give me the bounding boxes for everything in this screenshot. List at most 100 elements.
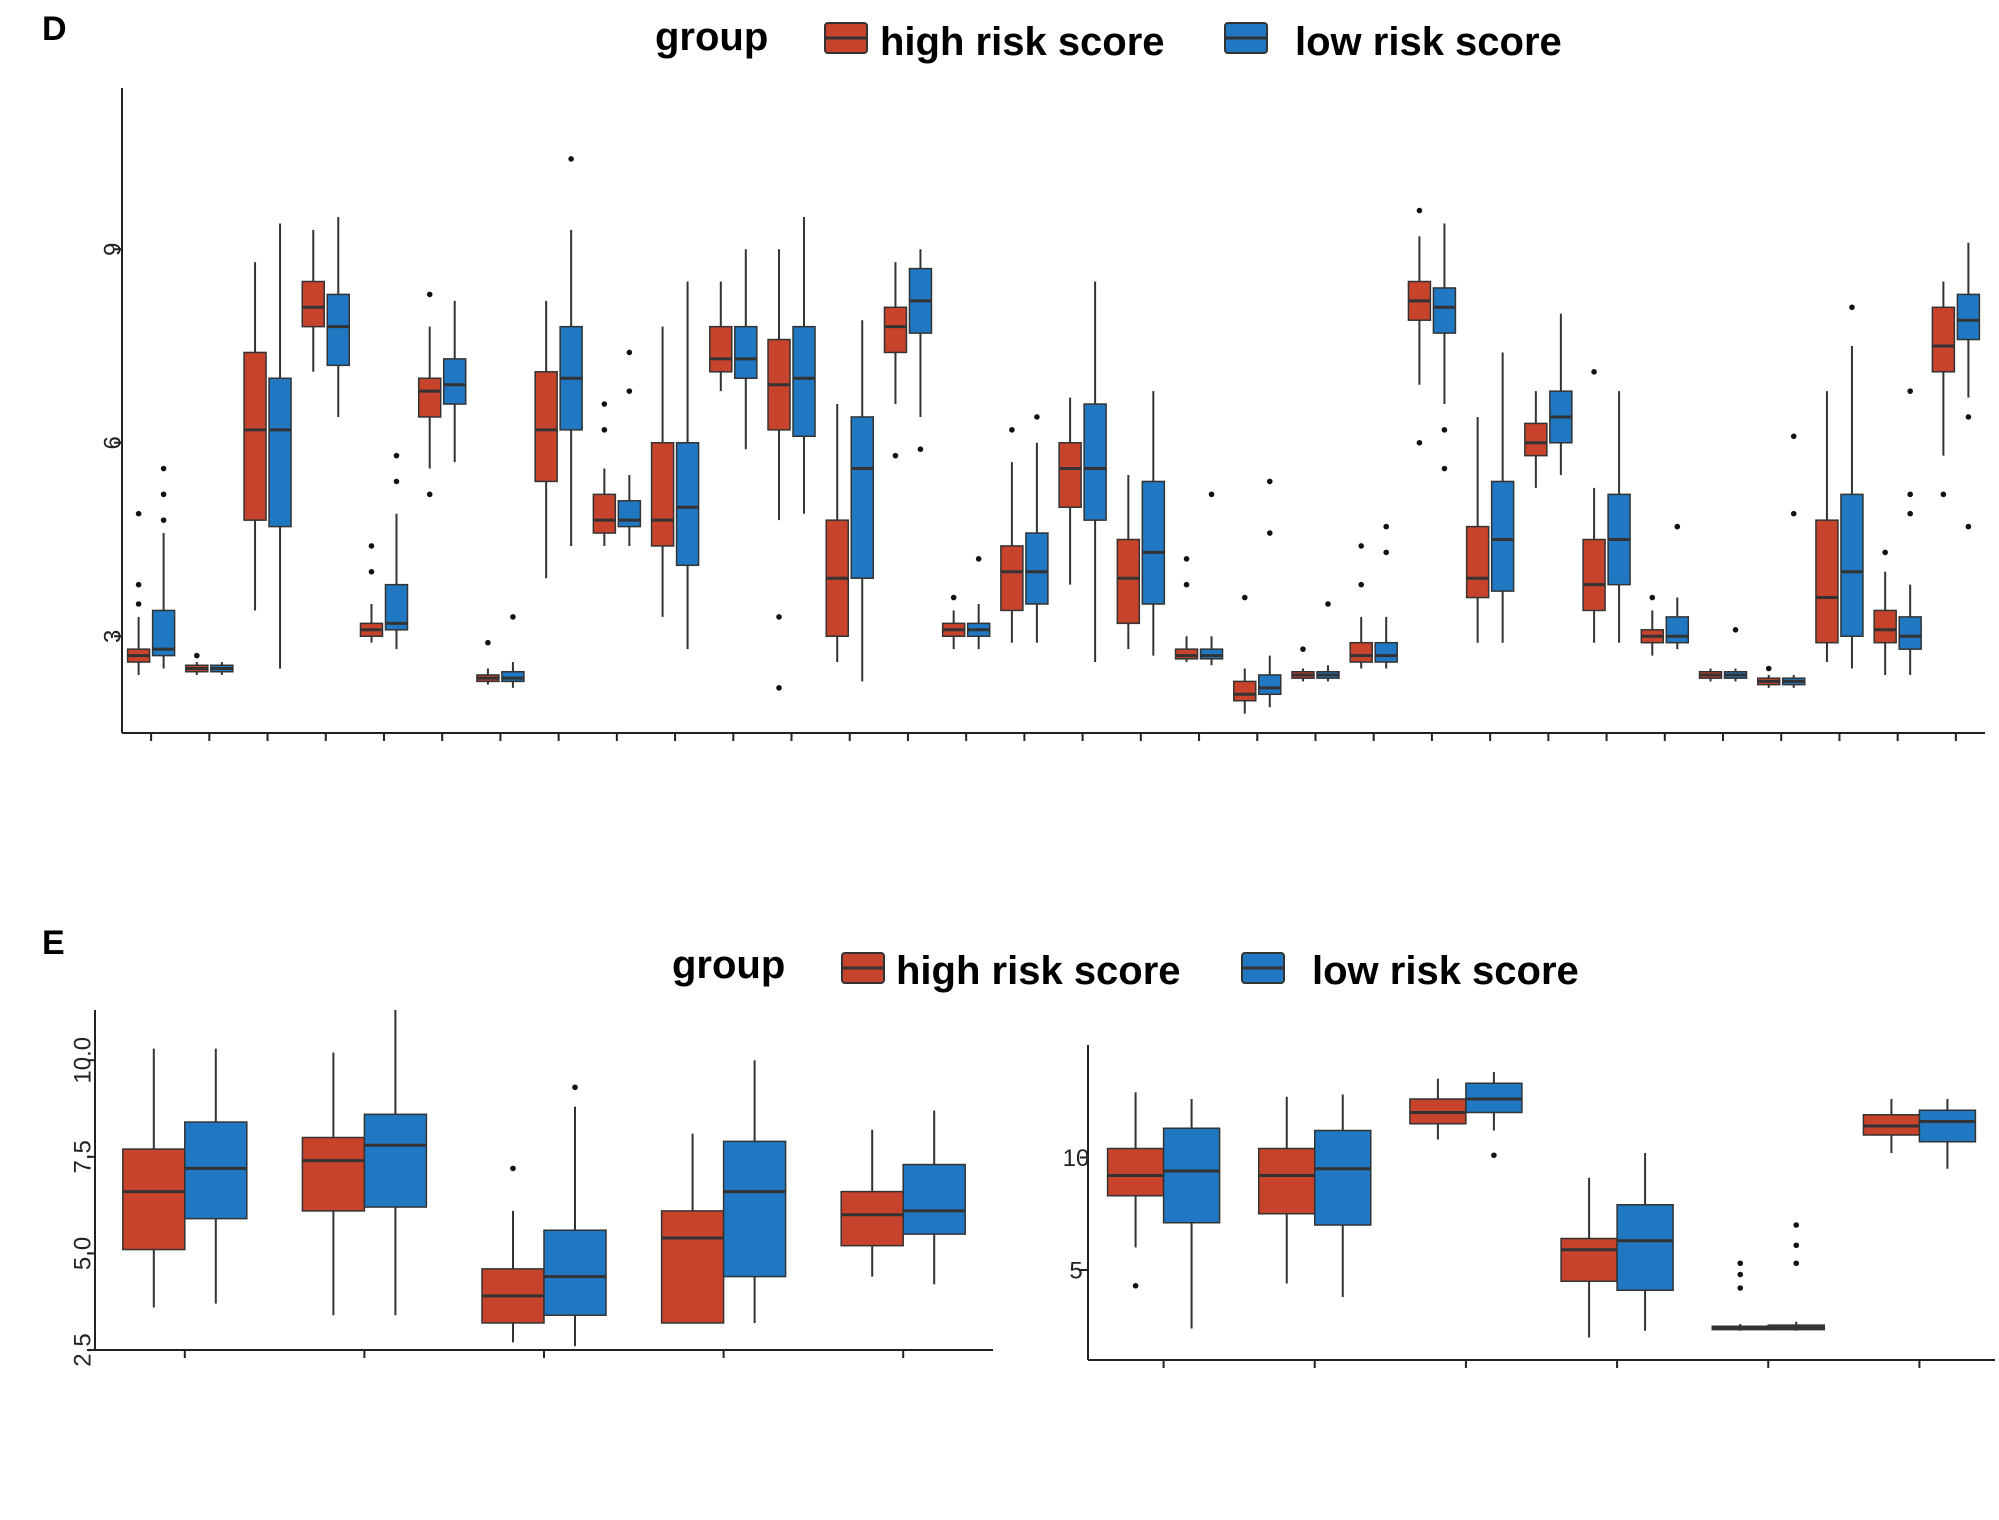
box-low-cd80 [675,281,700,650]
outlier-point [1649,594,1656,601]
outlier-point [1183,581,1190,588]
box-iqr [1490,480,1515,592]
box-iqr [1931,306,1956,373]
outlier-point [1765,665,1772,672]
outlier-point [1965,414,1972,420]
box-high-hla-dra [1409,1078,1467,1140]
box-iqr [1582,538,1606,612]
box-high-cxcl10 [1106,1092,1165,1289]
box-iqr [1432,287,1457,334]
box-low-tnfrsf14 [1549,313,1573,475]
box-low-tnfsf18 [1781,433,1806,688]
box-high-sirpa [1407,207,1432,446]
box-iqr [543,1229,607,1316]
box-high-gzmb [301,1052,366,1316]
box-high-tnfrsf4 [1640,594,1665,656]
outlier-point [1208,491,1215,498]
box-iqr [1116,538,1141,625]
box-iqr [1233,680,1257,702]
box-iqr [1314,1129,1372,1226]
box-iqr [840,1190,904,1247]
outlier-point [426,291,433,298]
box-high-ifng [1711,1260,1769,1331]
box-high-tnfsf14 [1698,668,1723,682]
box-iqr [1616,1204,1674,1291]
box-high-cd80 [650,326,675,617]
outlier-point [975,556,982,562]
box-low-icos [1141,391,1166,656]
box-iqr [268,377,292,528]
box-high-ctla4 [825,404,849,663]
box-high-cd86 [767,249,791,691]
box-iqr [442,358,467,405]
outlier-point [626,349,633,356]
box-low-gzmh [543,1084,607,1347]
box-low-cd274 [268,223,292,669]
box-iqr [1898,616,1922,650]
outlier-point [368,568,375,575]
panel-d: 3 6 9 [99,88,1985,741]
box-iqr [1918,1109,1977,1143]
outlier-point [1737,1260,1744,1267]
outlier-point [1416,207,1423,214]
box-low-prf1 [902,1110,966,1285]
box-low-fas [908,249,933,453]
box-iqr [301,280,326,328]
box-iqr [883,306,908,354]
box-low-tnfrsf4 [1665,523,1690,650]
box-high-gzmk [660,1133,725,1324]
legend-e: group high risk score low risk score [672,943,1579,993]
outlier-point [1674,523,1681,530]
box-high-cd40 [417,291,442,498]
box-iqr [1665,616,1690,644]
box-iqr [243,351,267,521]
outlier-point [135,510,142,517]
box-iqr [1815,519,1839,644]
box-high-cd83 [709,281,733,392]
outlier-point [776,614,782,620]
outlier-point [1793,1242,1800,1249]
outlier-point [1940,491,1947,498]
box-low-ido1 [1616,1153,1674,1331]
outlier-point [1907,491,1913,498]
box-iqr [1058,442,1082,508]
box-low-cd70 [617,349,642,546]
box-low-havcr2 [1083,281,1107,663]
box-low-sirpa [1432,223,1457,472]
box-low-lag3 [1258,478,1282,708]
box-high-lag3 [1233,594,1257,714]
y-tick-label: 6 [99,436,126,449]
box-low-fut1 [1025,414,1049,643]
outlier-point [1441,427,1448,433]
box-low-cd244 [210,662,234,675]
outlier-point [135,601,142,607]
box-iqr [1162,1127,1221,1224]
y-tick-label: 10 [1063,1145,1090,1172]
box-iqr [1374,641,1398,663]
box-iqr [1199,648,1224,660]
box-high-fas [883,262,908,459]
box-high-havcr2 [1058,397,1082,585]
outlier-point [1300,646,1306,652]
legend-title-e: group [672,943,785,987]
outlier-point [1183,556,1190,562]
outlier-point [572,1084,578,1091]
outlier-point [510,614,516,620]
box-iqr [301,1136,366,1212]
y-tick-label: 5 [1069,1257,1082,1284]
outlier-point [160,465,167,472]
outlier-point [1737,1271,1744,1278]
box-high-ido1 [1560,1177,1618,1338]
outlier-point [1266,530,1273,536]
box-high-gzma [122,1048,186,1308]
outlier-point [1849,304,1855,311]
outlier-point [1416,439,1423,446]
outlier-point [1132,1282,1139,1289]
outlier-point [776,685,782,691]
box-low-pdcd1lg2 [1374,523,1398,669]
outlier-point [568,156,574,162]
box-high-cd276 [301,229,326,372]
box-iqr [363,1113,428,1208]
outlier-point [1732,627,1739,633]
box-high-pdcd1lg2 [1349,543,1373,669]
